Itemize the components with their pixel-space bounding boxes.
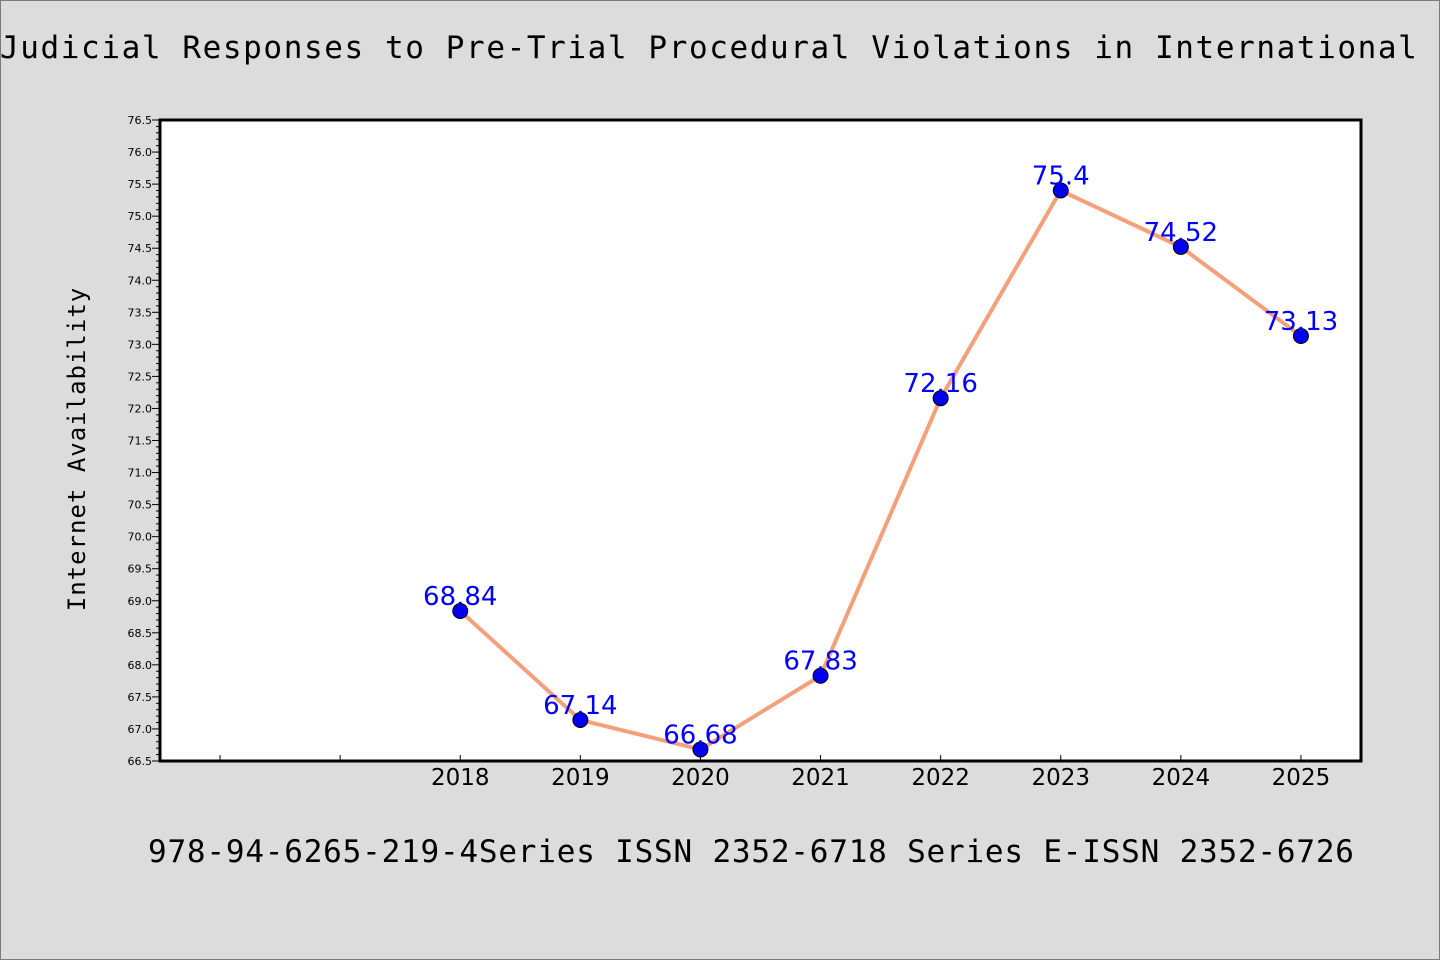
data-point-marker: [812, 667, 829, 684]
y-tick-label: 67.5: [128, 691, 153, 704]
y-tick-label: 70.5: [128, 499, 153, 512]
y-tick-label: 76.0: [128, 146, 153, 159]
data-point-marker: [1292, 328, 1309, 345]
data-point-marker: [1172, 238, 1189, 255]
data-point-marker: [452, 603, 469, 620]
y-tick-label: 71.0: [128, 467, 153, 480]
y-tick-label: 75.5: [128, 178, 153, 191]
data-label: 68.84: [423, 582, 497, 612]
x-tick-label: 2022: [911, 765, 970, 791]
y-tick-label: 67.0: [128, 723, 153, 736]
y-axis-tick-labels: 66.5 67.0 67.5 68.0 68.5 69.0 69.5 70.0 70.5 71.0…: [128, 114, 153, 768]
y-tick-label: 66.5: [128, 755, 153, 768]
y-tick-label: 72.5: [128, 370, 153, 383]
y-tick-label: 68.0: [128, 659, 153, 672]
plot-frame: [158, 118, 1363, 763]
x-tick-label: 2018: [431, 765, 490, 791]
data-label: 75.4: [1032, 162, 1090, 192]
y-tick-label: 73.0: [128, 338, 153, 351]
x-tick-label: 2021: [791, 765, 850, 791]
data-label: 74.52: [1144, 218, 1218, 248]
chart-title: Judicial Responses to Pre-Trial Procedur…: [0, 30, 1440, 66]
data-point-marker: [932, 390, 949, 407]
data-point-marker: [692, 741, 709, 758]
y-tick-label: 75.0: [128, 210, 153, 223]
y-tick-label: 74.0: [128, 274, 153, 287]
data-point-marker: [572, 711, 589, 728]
x-axis-tick-labels: 2018 2019 2020 2021 2022 2023 2024 2025: [431, 765, 1330, 791]
x-tick-label: 2024: [1152, 765, 1211, 791]
series-line: [458, 188, 1303, 752]
x-tick-label: 2019: [551, 765, 610, 791]
y-axis-title: Internet Availability: [63, 287, 91, 611]
plot-area: [160, 120, 1361, 761]
y-tick-label: 69.0: [128, 595, 153, 608]
data-label: 73.13: [1264, 307, 1338, 337]
footer-isbn-text: 978-94-6265-219-4Series ISSN 2352-6718 S…: [148, 834, 1355, 870]
data-label: 66.68: [663, 720, 737, 750]
x-tick-label: 2023: [1031, 765, 1090, 791]
y-tick-label: 70.0: [128, 531, 153, 544]
y-tick-label: 76.5: [128, 114, 153, 127]
y-tick-label: 73.5: [128, 306, 153, 319]
y-tick-label: 74.5: [128, 242, 153, 255]
y-tick-label: 72.0: [128, 402, 153, 415]
x-tick-label: 2025: [1272, 765, 1331, 791]
y-tick-label: 71.5: [128, 435, 153, 448]
x-tick-label: 2020: [671, 765, 730, 791]
data-label: 72.16: [903, 369, 977, 399]
y-tick-label: 68.5: [128, 627, 153, 640]
y-tick-label: 69.5: [128, 563, 153, 576]
series-markers: [452, 182, 1309, 758]
data-labels: 68.84 67.14 66.68 67.83 72.16 75.4 74.52 73.13: [423, 162, 1338, 751]
data-label: 67.83: [783, 647, 857, 677]
data-point-marker: [1052, 182, 1069, 199]
data-label: 67.14: [543, 691, 617, 721]
